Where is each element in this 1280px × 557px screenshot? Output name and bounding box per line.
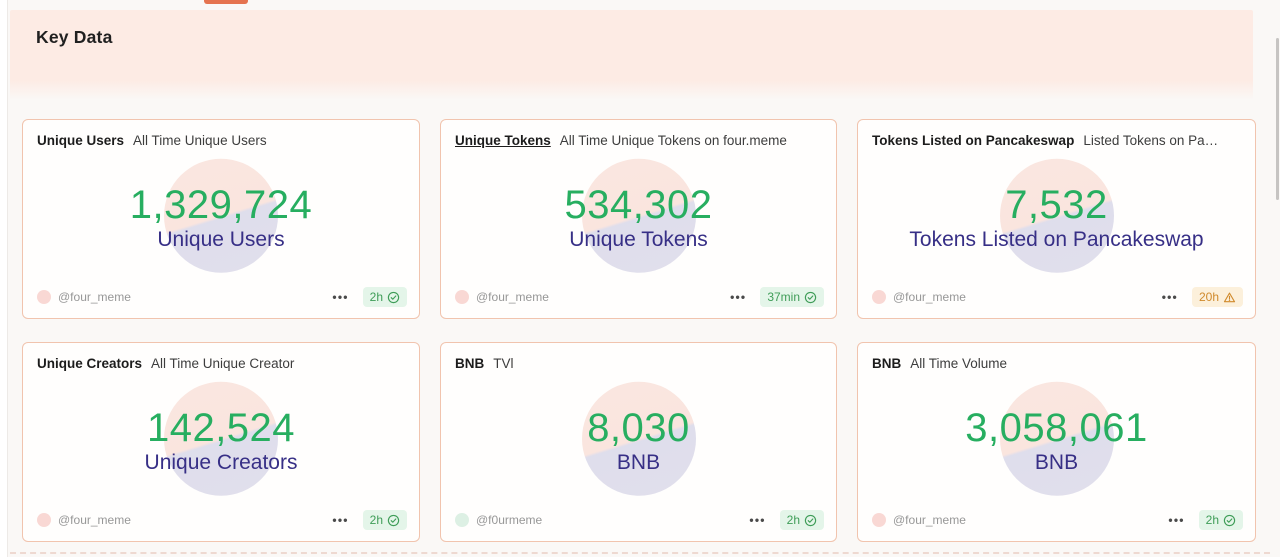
metric-label: BNB [616,451,661,475]
card-body: 1,329,724 Unique Users [23,150,419,287]
metric-value: 534,302 [564,183,713,228]
refresh-time: 2h [369,290,383,304]
check-circle-icon [387,291,400,303]
card-footer: @four_meme ••• 2h [858,510,1255,541]
card-header: Tokens Listed on Pancakeswap Listed Token… [858,120,1255,150]
author-handle[interactable]: @four_meme [893,513,966,527]
refresh-time: 37min [767,290,800,304]
refresh-status-badge[interactable]: 37min [760,287,824,307]
warning-triangle-icon [1223,292,1236,302]
card-body: 3,058,061 BNB [858,373,1255,510]
refresh-status-badge[interactable]: 20h [1191,287,1243,307]
more-options-button[interactable]: ••• [1161,290,1178,304]
author-handle[interactable]: @four_meme [893,290,966,304]
refresh-time: 2h [369,513,383,527]
check-circle-icon [1223,514,1236,526]
metric-value: 1,329,724 [129,183,313,228]
refresh-time: 2h [786,513,800,527]
refresh-status-badge[interactable]: 2h [362,287,407,307]
metric-card[interactable]: Unique Creators All Time Unique Creator 1… [22,342,420,542]
card-title[interactable]: Unique Creators [37,356,143,371]
metric-card[interactable]: Unique Users All Time Unique Users 1,329,… [22,119,420,319]
refresh-status-badge[interactable]: 2h [362,510,407,530]
top-accent-bar [204,0,248,4]
left-edge-divider [0,0,8,557]
faded-logo-background [581,381,696,496]
card-header: Unique Creators All Time Unique Creator [23,343,419,373]
metric-label: BNB [1034,451,1079,475]
author-avatar [455,290,469,304]
check-circle-icon [804,514,817,526]
more-options-button[interactable]: ••• [332,513,349,527]
card-footer: @four_meme ••• 2h [23,510,419,541]
faded-logo-background [999,381,1114,496]
card-header: BNB All Time Volume [858,343,1255,373]
refresh-time: 2h [1205,513,1219,527]
author-handle[interactable]: @four_meme [58,290,131,304]
card-footer: @four_meme ••• 37min [441,287,836,318]
card-title[interactable]: Unique Users [37,133,125,148]
author-avatar [37,513,51,527]
author-avatar [37,290,51,304]
grid-dashed-line [10,552,1270,554]
faded-logo-background [581,158,696,273]
card-title[interactable]: BNB [872,356,902,371]
check-circle-icon [387,514,400,526]
author-avatar [872,290,886,304]
author-handle[interactable]: @f0urmeme [476,513,543,527]
author-avatar [872,513,886,527]
card-title[interactable]: BNB [455,356,485,371]
more-options-button[interactable]: ••• [749,513,766,527]
card-subtitle: Listed Tokens on Pa… [1083,133,1219,148]
page-title: Key Data [36,27,113,47]
card-header: BNB TVl [441,343,836,373]
card-subtitle: All Time Volume [910,356,1008,371]
metric-value: 3,058,061 [965,406,1148,451]
author-handle[interactable]: @four_meme [58,513,131,527]
card-subtitle: All Time Unique Tokens on four.meme [559,133,787,148]
faded-logo-background [164,158,278,273]
metric-card[interactable]: BNB TVl 8,030 BNB @f0urmeme ••• 2h [440,342,837,542]
metric-label: Unique Tokens [569,228,708,252]
author-avatar [455,513,469,527]
card-title[interactable]: Unique Tokens [455,133,551,148]
check-circle-icon [804,291,817,303]
card-subtitle: All Time Unique Users [133,133,267,148]
card-body: 8,030 BNB [441,373,836,510]
card-header: Unique Tokens All Time Unique Tokens on f… [441,120,836,150]
refresh-status-badge[interactable]: 2h [1198,510,1243,530]
more-options-button[interactable]: ••• [730,290,747,304]
key-data-header: Key Data [10,10,1253,100]
card-subtitle: All Time Unique Creator [151,356,295,371]
card-body: 142,524 Unique Creators [23,373,419,510]
card-subtitle: TVl [493,356,514,371]
card-body: 7,532 Tokens Listed on Pancakeswap [858,150,1255,287]
metric-label: Tokens Listed on Pancakeswap [909,228,1204,252]
author-handle[interactable]: @four_meme [476,290,549,304]
metric-card[interactable]: Unique Tokens All Time Unique Tokens on f… [440,119,837,319]
refresh-status-badge[interactable]: 2h [779,510,824,530]
faded-logo-background [164,381,278,496]
refresh-time: 20h [1198,290,1219,304]
metric-card[interactable]: Tokens Listed on Pancakeswap Listed Token… [857,119,1256,319]
card-body: 534,302 Unique Tokens [441,150,836,287]
metric-label: Unique Creators [144,451,298,475]
card-header: Unique Users All Time Unique Users [23,120,419,150]
metric-label: Unique Users [157,228,285,252]
card-footer: @four_meme ••• 20h [858,287,1255,318]
faded-logo-background [999,158,1114,273]
card-footer: @f0urmeme ••• 2h [441,510,836,541]
metric-value: 142,524 [146,406,296,451]
cards-grid: Unique Users All Time Unique Users 1,329,… [22,119,1256,542]
more-options-button[interactable]: ••• [332,290,349,304]
card-footer: @four_meme ••• 2h [23,287,419,318]
metric-value: 7,532 [1005,183,1108,228]
metric-value: 8,030 [587,406,690,451]
metric-card[interactable]: BNB All Time Volume 3,058,061 BNB @four_m… [857,342,1256,542]
card-title[interactable]: Tokens Listed on Pancakeswap [872,133,1075,148]
more-options-button[interactable]: ••• [1168,513,1185,527]
scrollbar[interactable] [1276,38,1279,200]
